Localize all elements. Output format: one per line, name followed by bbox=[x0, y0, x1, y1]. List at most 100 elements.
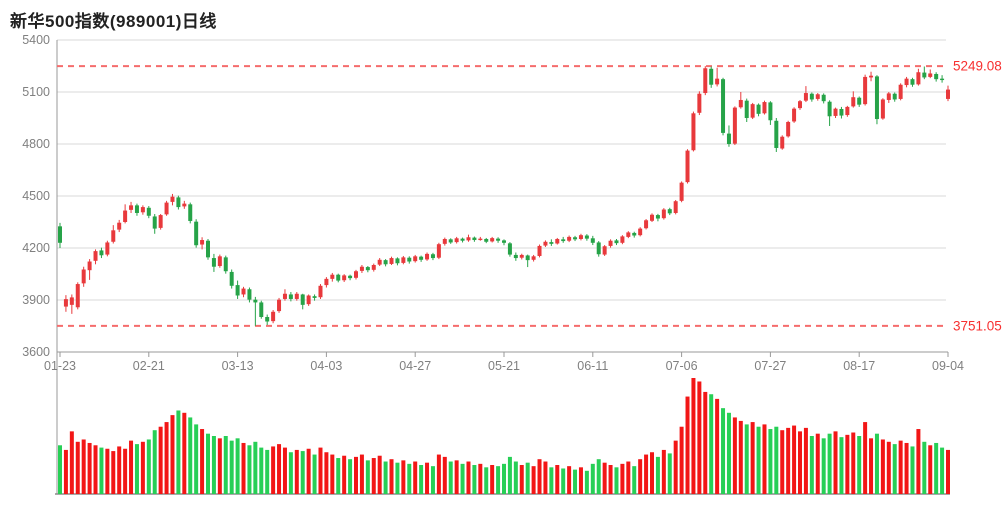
volume-bar[interactable] bbox=[484, 467, 489, 494]
candle[interactable] bbox=[697, 93, 702, 113]
candle[interactable] bbox=[679, 182, 684, 201]
candle[interactable] bbox=[146, 207, 151, 216]
candle[interactable] bbox=[58, 226, 62, 243]
volume-bar[interactable] bbox=[632, 466, 637, 494]
candle[interactable] bbox=[940, 78, 945, 81]
candle[interactable] bbox=[448, 239, 453, 243]
volume-bar[interactable] bbox=[306, 448, 311, 494]
candle[interactable] bbox=[111, 230, 116, 242]
candle[interactable] bbox=[863, 76, 868, 105]
candle[interactable] bbox=[105, 242, 110, 255]
candle[interactable] bbox=[910, 79, 915, 85]
candle[interactable] bbox=[158, 215, 163, 228]
volume-bar[interactable] bbox=[312, 454, 317, 494]
candle[interactable] bbox=[69, 297, 74, 305]
candle[interactable] bbox=[602, 246, 607, 255]
candle[interactable] bbox=[312, 296, 317, 298]
volume-bar[interactable] bbox=[300, 451, 305, 494]
volume-bar[interactable] bbox=[81, 439, 86, 494]
volume-bar[interactable] bbox=[87, 442, 92, 494]
volume-bar[interactable] bbox=[898, 440, 903, 494]
candle[interactable] bbox=[620, 236, 625, 243]
volume-bar[interactable] bbox=[111, 451, 116, 494]
volume-bar[interactable] bbox=[863, 422, 868, 494]
candle[interactable] bbox=[614, 240, 619, 244]
candle[interactable] bbox=[780, 136, 785, 149]
volume-bar[interactable] bbox=[578, 467, 583, 494]
candle[interactable] bbox=[454, 238, 459, 243]
volume-bar[interactable] bbox=[365, 460, 370, 494]
volume-bar[interactable] bbox=[904, 442, 909, 494]
candle[interactable] bbox=[282, 293, 287, 299]
candle[interactable] bbox=[798, 101, 802, 109]
candle[interactable] bbox=[206, 240, 210, 258]
candle[interactable] bbox=[377, 259, 382, 265]
volume-bar[interactable] bbox=[383, 461, 388, 494]
candle[interactable] bbox=[484, 238, 489, 242]
candle[interactable] bbox=[928, 73, 933, 77]
volume-bar[interactable] bbox=[211, 436, 216, 494]
volume-bar[interactable] bbox=[792, 425, 797, 494]
volume-bar[interactable] bbox=[419, 465, 424, 494]
volume-bar[interactable] bbox=[229, 440, 234, 494]
volume-bar[interactable] bbox=[780, 430, 785, 494]
volume-bar[interactable] bbox=[247, 445, 252, 494]
volume-bar[interactable] bbox=[726, 412, 731, 494]
volume-bar[interactable] bbox=[371, 458, 376, 494]
candle[interactable] bbox=[851, 97, 856, 107]
candle[interactable] bbox=[880, 99, 885, 119]
volume-bar[interactable] bbox=[63, 449, 68, 494]
candle[interactable] bbox=[365, 267, 370, 271]
volume-bar[interactable] bbox=[158, 426, 163, 494]
volume-bar[interactable] bbox=[679, 426, 684, 494]
volume-bar[interactable] bbox=[638, 459, 643, 494]
volume-bar[interactable] bbox=[685, 396, 690, 494]
volume-bar[interactable] bbox=[650, 452, 654, 494]
volume-bar[interactable] bbox=[377, 455, 382, 494]
candle[interactable] bbox=[874, 76, 879, 120]
volume-bar[interactable] bbox=[294, 449, 299, 494]
candle[interactable] bbox=[685, 150, 690, 183]
volume-bar[interactable] bbox=[886, 441, 891, 494]
volume-bar[interactable] bbox=[200, 429, 205, 494]
volume-bar[interactable] bbox=[661, 449, 666, 494]
candle[interactable] bbox=[507, 243, 512, 255]
volume-bar[interactable] bbox=[703, 391, 708, 494]
volume-bar[interactable] bbox=[69, 431, 74, 494]
candle[interactable] bbox=[200, 240, 205, 245]
volume-bar[interactable] bbox=[709, 394, 714, 494]
candle[interactable] bbox=[194, 221, 199, 246]
volume-bar[interactable] bbox=[425, 462, 430, 494]
candle[interactable] bbox=[632, 232, 637, 236]
candle[interactable] bbox=[354, 271, 358, 278]
candle[interactable] bbox=[419, 256, 424, 260]
candle[interactable] bbox=[786, 121, 791, 137]
volume-bar[interactable] bbox=[691, 378, 696, 494]
candle[interactable] bbox=[253, 299, 258, 303]
volume-bar[interactable] bbox=[318, 447, 323, 494]
volume-bar[interactable] bbox=[655, 456, 660, 494]
volume-bar[interactable] bbox=[478, 463, 483, 494]
volume-bar[interactable] bbox=[401, 460, 406, 494]
volume-bar[interactable] bbox=[555, 465, 560, 494]
volume-bar[interactable] bbox=[395, 462, 400, 494]
candle[interactable] bbox=[803, 93, 808, 101]
candle[interactable] bbox=[472, 237, 477, 241]
candle[interactable] bbox=[792, 108, 797, 122]
volume-bar[interactable] bbox=[851, 432, 856, 494]
candle[interactable] bbox=[525, 255, 530, 261]
volume-bar[interactable] bbox=[857, 436, 862, 494]
volume-bar[interactable] bbox=[833, 431, 838, 494]
volume-bar[interactable] bbox=[336, 458, 341, 494]
candle[interactable] bbox=[750, 104, 755, 118]
volume-bar[interactable] bbox=[732, 417, 737, 494]
volume-bar[interactable] bbox=[880, 439, 885, 494]
candle[interactable] bbox=[223, 257, 228, 272]
candle[interactable] bbox=[543, 241, 548, 246]
candle[interactable] bbox=[336, 274, 341, 281]
candle[interactable] bbox=[188, 204, 193, 221]
volume-bar[interactable] bbox=[774, 426, 779, 494]
volume-bar[interactable] bbox=[756, 426, 761, 494]
volume-bar[interactable] bbox=[152, 430, 157, 494]
candle[interactable] bbox=[247, 289, 252, 300]
